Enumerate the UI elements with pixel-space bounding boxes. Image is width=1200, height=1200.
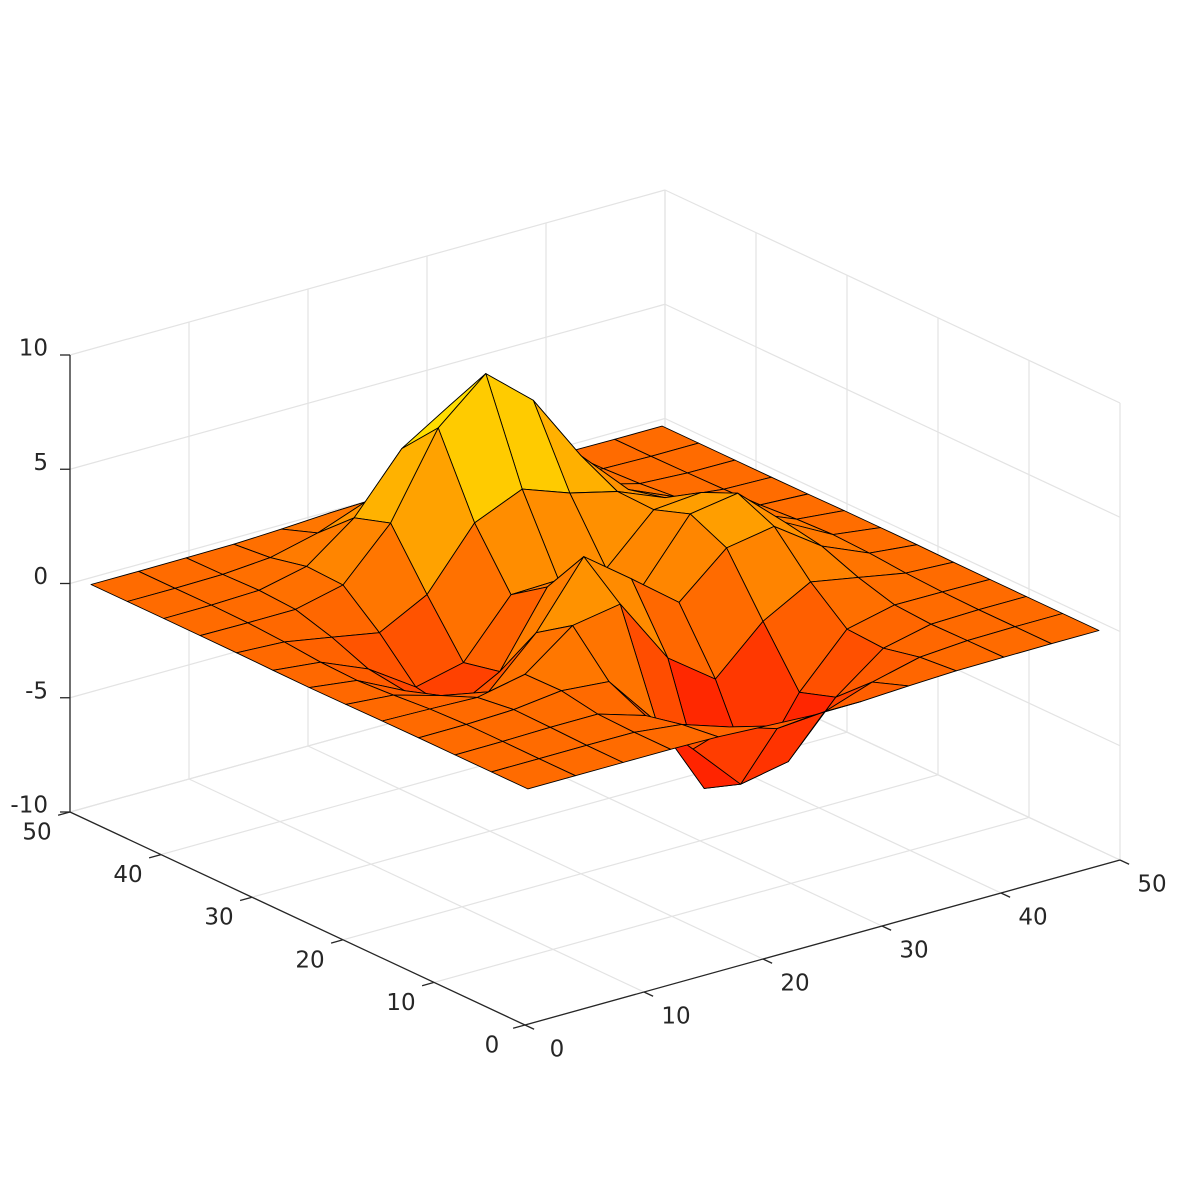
x-tick: [1119, 859, 1130, 865]
surface: [90, 373, 1100, 790]
x-tick-label: 30: [899, 938, 928, 964]
y-tick-label: 50: [22, 820, 51, 846]
y-tick-label: 40: [113, 862, 142, 888]
z-tick-label: -10: [10, 793, 48, 819]
y-tick-label: 20: [295, 947, 324, 973]
z-tick-label: -5: [25, 678, 48, 704]
grid-line: [664, 189, 1121, 404]
x-tick-label: 50: [1137, 872, 1166, 898]
grid-line: [69, 303, 666, 470]
y-axis: [69, 811, 526, 1026]
grid-line: [664, 417, 1121, 633]
x-tick: [524, 1024, 535, 1030]
y-tick-label: 10: [386, 990, 415, 1016]
z-tick-label: 0: [33, 564, 48, 590]
grid-line: [664, 303, 1121, 518]
grid-line: [342, 774, 939, 941]
y-tick: [239, 896, 253, 902]
grid-line: [433, 816, 1030, 983]
grid-line: [188, 778, 645, 993]
y-tick: [330, 939, 344, 944]
y-tick: [421, 981, 435, 987]
z-tick-label: 10: [19, 336, 48, 362]
x-axis: [524, 859, 1121, 1026]
y-tick-label: 0: [485, 1033, 500, 1059]
grid-line: [307, 745, 764, 960]
x-tick-label: 10: [661, 1004, 690, 1030]
z-tick-label: 5: [33, 450, 48, 476]
x-tick-label: 40: [1018, 905, 1047, 931]
x-tick: [881, 925, 892, 931]
x-tick-label: 0: [550, 1037, 565, 1063]
grid-line: [69, 189, 666, 356]
y-tick: [512, 1024, 526, 1029]
y-tick: [148, 853, 162, 859]
surface-cell: [490, 758, 576, 790]
x-tick: [1000, 892, 1011, 898]
x-tick: [762, 958, 773, 964]
x-tick-label: 20: [780, 971, 809, 997]
x-tick: [643, 991, 654, 997]
y-tick-label: 30: [204, 905, 233, 931]
